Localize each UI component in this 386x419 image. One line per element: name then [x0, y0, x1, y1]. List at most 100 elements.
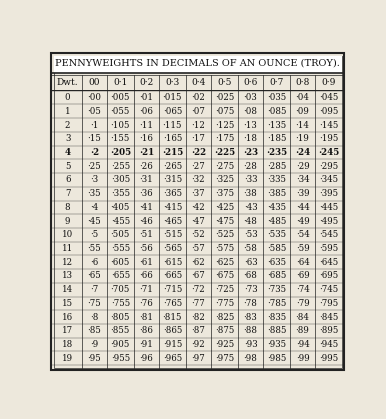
Text: Dwt.: Dwt. [57, 78, 78, 87]
Text: ·66: ·66 [139, 272, 153, 280]
Text: ·03: ·03 [244, 93, 257, 102]
Text: ·84: ·84 [296, 313, 310, 322]
Text: ·17: ·17 [191, 134, 205, 143]
Text: ·09: ·09 [296, 107, 310, 116]
Text: ·99: ·99 [296, 354, 310, 363]
Text: ·355: ·355 [111, 189, 130, 198]
Text: ·605: ·605 [111, 258, 130, 267]
Text: ·705: ·705 [111, 285, 130, 294]
Text: ·22: ·22 [191, 148, 206, 157]
Text: ·18: ·18 [244, 134, 257, 143]
Text: ·23: ·23 [243, 148, 258, 157]
Text: ·34: ·34 [296, 176, 310, 184]
Text: 17: 17 [62, 326, 73, 335]
Text: ·57: ·57 [191, 244, 205, 253]
Text: ·69: ·69 [296, 272, 310, 280]
Text: ·795: ·795 [319, 299, 338, 308]
Text: 7: 7 [65, 189, 70, 198]
Text: ·8: ·8 [90, 313, 98, 322]
Text: ·15: ·15 [87, 134, 101, 143]
Text: ·345: ·345 [319, 176, 338, 184]
Text: ·295: ·295 [319, 162, 338, 171]
Text: ·495: ·495 [319, 217, 338, 225]
Text: ·565: ·565 [163, 244, 182, 253]
Text: ·76: ·76 [139, 299, 153, 308]
Text: ·24: ·24 [295, 148, 310, 157]
Text: ·585: ·585 [267, 244, 286, 253]
Text: 8: 8 [65, 203, 71, 212]
Text: ·79: ·79 [296, 299, 310, 308]
Text: ·88: ·88 [244, 326, 257, 335]
Text: ·205: ·205 [110, 148, 131, 157]
Text: ·725: ·725 [215, 285, 234, 294]
Text: ·87: ·87 [191, 326, 205, 335]
Text: 00: 00 [88, 78, 100, 87]
Text: ·765: ·765 [163, 299, 182, 308]
Text: ·38: ·38 [244, 189, 257, 198]
Text: ·045: ·045 [319, 93, 338, 102]
Text: 0·6: 0·6 [243, 78, 258, 87]
Text: ·315: ·315 [163, 176, 182, 184]
Text: 0·7: 0·7 [269, 78, 284, 87]
Text: ·945: ·945 [319, 340, 338, 349]
Text: ·91: ·91 [139, 340, 153, 349]
Text: ·815: ·815 [163, 313, 182, 322]
Text: ·98: ·98 [244, 354, 257, 363]
Text: ·885: ·885 [267, 326, 286, 335]
Text: ·31: ·31 [139, 176, 153, 184]
Text: ·335: ·335 [267, 176, 286, 184]
Text: ·12: ·12 [191, 121, 205, 129]
Text: ·555: ·555 [111, 244, 130, 253]
Text: ·93: ·93 [244, 340, 257, 349]
Text: ·935: ·935 [267, 340, 286, 349]
Text: ·4: ·4 [90, 203, 98, 212]
Text: ·68: ·68 [244, 272, 257, 280]
Text: ·145: ·145 [319, 121, 338, 129]
Text: ·59: ·59 [296, 244, 310, 253]
Text: ·385: ·385 [267, 189, 286, 198]
Text: ·14: ·14 [296, 121, 310, 129]
Text: ·975: ·975 [215, 354, 234, 363]
Text: ·58: ·58 [244, 244, 257, 253]
Text: 13: 13 [62, 272, 73, 280]
Text: ·53: ·53 [244, 230, 257, 239]
Text: 9: 9 [65, 217, 70, 225]
Text: ·37: ·37 [191, 189, 205, 198]
Text: ·075: ·075 [215, 107, 234, 116]
Text: ·735: ·735 [267, 285, 286, 294]
Text: 0: 0 [65, 93, 71, 102]
Text: ·395: ·395 [319, 189, 338, 198]
Text: ·155: ·155 [111, 134, 130, 143]
Text: ·64: ·64 [296, 258, 310, 267]
Text: ·45: ·45 [88, 217, 101, 225]
Text: ·21: ·21 [139, 148, 154, 157]
Text: ·74: ·74 [296, 285, 310, 294]
Text: ·65: ·65 [88, 272, 101, 280]
Text: ·32: ·32 [191, 176, 205, 184]
Text: 0·2: 0·2 [139, 78, 154, 87]
Text: ·04: ·04 [296, 93, 310, 102]
Text: ·96: ·96 [139, 354, 153, 363]
Text: ·81: ·81 [139, 313, 153, 322]
Text: ·375: ·375 [215, 189, 234, 198]
Text: ·29: ·29 [296, 162, 310, 171]
Text: ·89: ·89 [296, 326, 310, 335]
Text: ·805: ·805 [111, 313, 130, 322]
Text: ·46: ·46 [139, 217, 153, 225]
Text: PENNYWEIGHTS IN DECIMALS OF AN OUNCE (TROY).: PENNYWEIGHTS IN DECIMALS OF AN OUNCE (TR… [55, 59, 340, 68]
Text: ·285: ·285 [267, 162, 286, 171]
Text: ·985: ·985 [267, 354, 286, 363]
Text: ·13: ·13 [244, 121, 257, 129]
Text: ·06: ·06 [139, 107, 153, 116]
Text: ·535: ·535 [267, 230, 286, 239]
Text: ·25: ·25 [88, 162, 101, 171]
Text: ·865: ·865 [163, 326, 182, 335]
Text: ·365: ·365 [163, 189, 182, 198]
Text: ·78: ·78 [244, 299, 257, 308]
Text: ·905: ·905 [111, 340, 130, 349]
Text: ·185: ·185 [267, 134, 286, 143]
Text: ·475: ·475 [215, 217, 234, 225]
Text: ·71: ·71 [139, 285, 153, 294]
Text: ·44: ·44 [296, 203, 310, 212]
Text: ·1: ·1 [90, 121, 98, 129]
